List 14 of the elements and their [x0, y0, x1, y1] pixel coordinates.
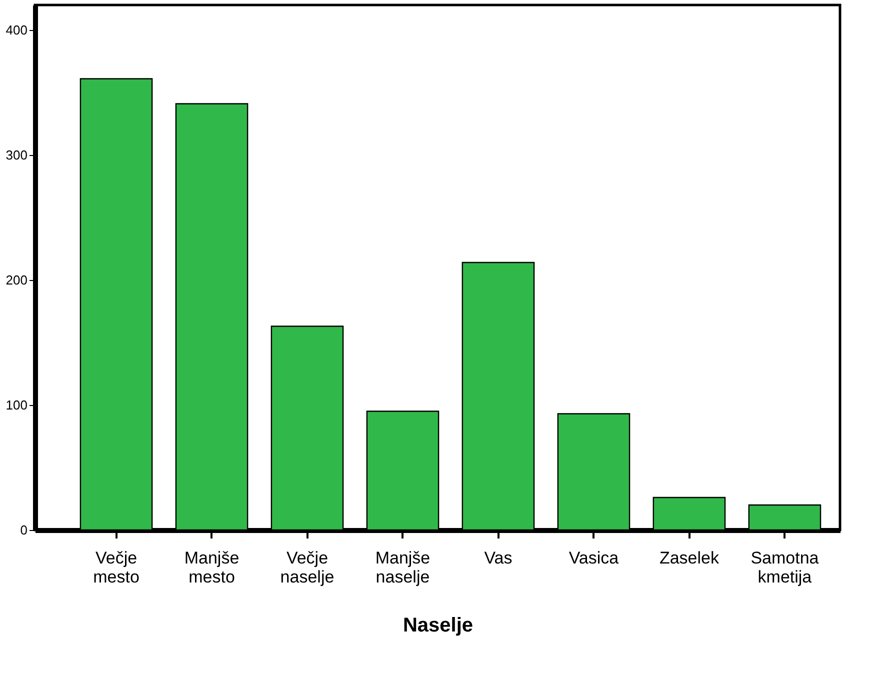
- y-tick-label: 400: [6, 22, 28, 38]
- x-tick-label: Samotna kmetija: [750, 548, 820, 586]
- y-tick-label: 0: [20, 522, 28, 538]
- x-tick-label: Večje mesto: [93, 548, 140, 586]
- x-tick-label: Vasica: [568, 548, 620, 568]
- y-tick-label: 200: [6, 272, 28, 288]
- x-tick-label: Zaselek: [659, 548, 720, 568]
- x-axis-title: Naselje: [402, 614, 474, 636]
- y-tick-label: 100: [6, 398, 28, 412]
- x-tick-label: Manjše naselje: [375, 548, 430, 586]
- x-tick-label: Večje naselje: [280, 548, 334, 586]
- x-tick-label: Vas: [484, 548, 512, 568]
- y-tick-label: 300: [6, 148, 28, 162]
- x-tick-label: Manjše mesto: [184, 548, 240, 586]
